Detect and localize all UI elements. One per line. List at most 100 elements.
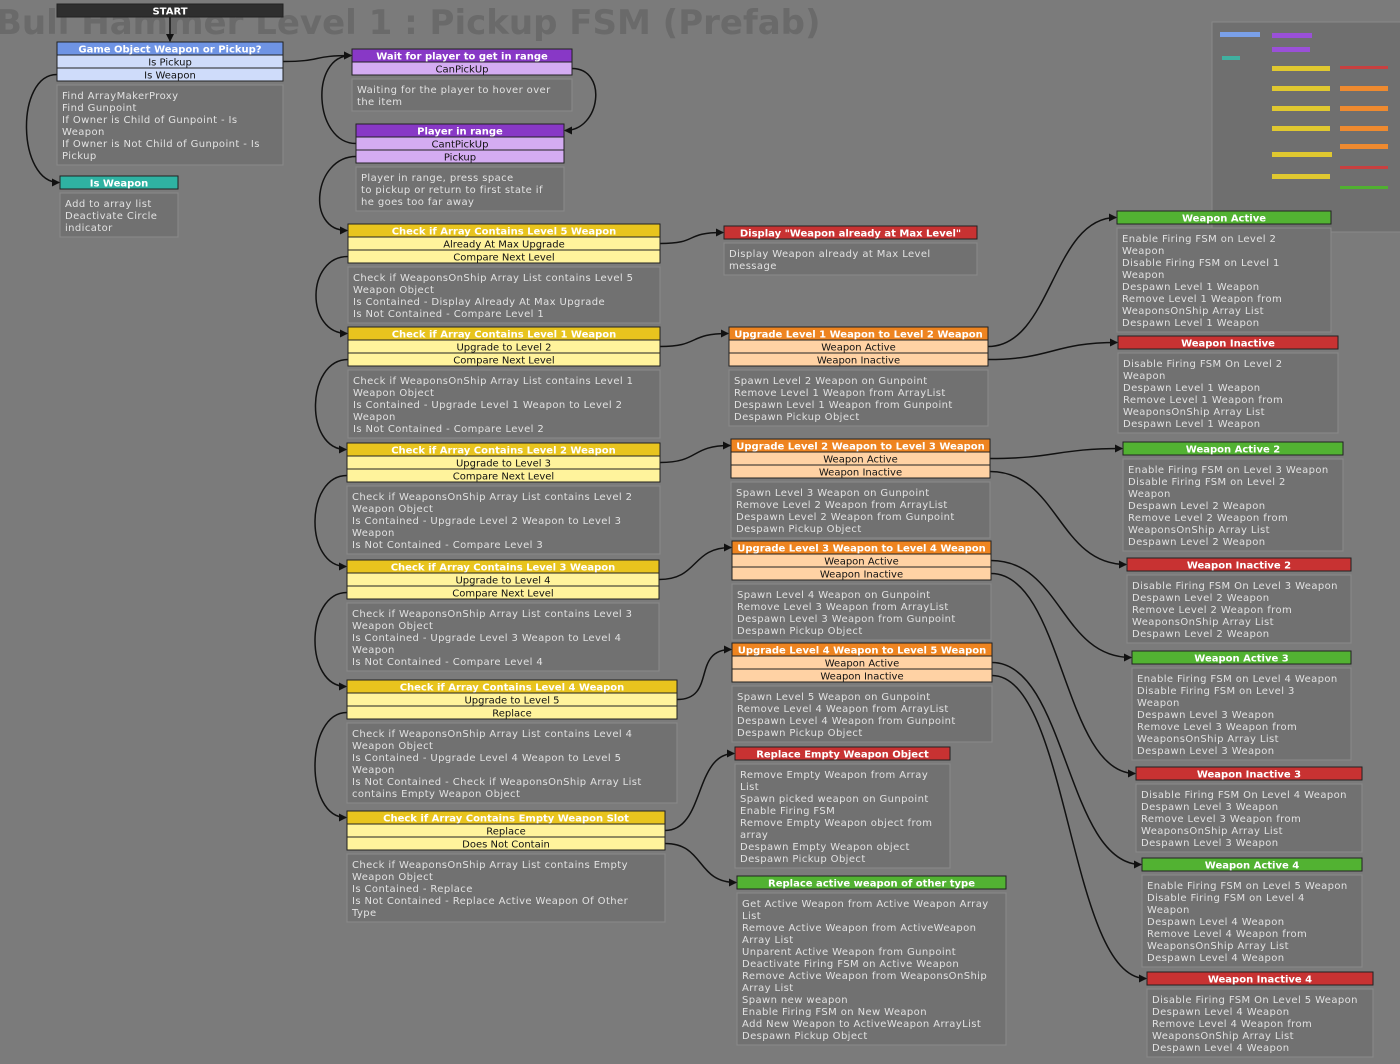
description-line: Weapon	[352, 645, 395, 656]
state-node[interactable]: Check if Array Contains Empty Weapon Slo…	[347, 811, 665, 922]
description-line: Despawn Level 1 Weapon	[1123, 383, 1261, 394]
transition-arrow	[316, 257, 348, 334]
description-line: Is Not Contained - Compare Level 4	[352, 657, 543, 668]
state-node[interactable]: Weapon Active 3Enable Firing FSM on Leve…	[1132, 651, 1351, 760]
description-line: Despawn Level 3 Weapon	[1137, 746, 1275, 757]
state-title: Upgrade Level 4 Weapon to Level 5 Weapon	[738, 646, 986, 657]
event-label: Upgrade to Level 2	[456, 343, 551, 354]
transition-arrow	[659, 548, 731, 580]
state-node[interactable]: START	[57, 4, 283, 18]
description-line: Is Contained - Upgrade Level 1 Weapon to…	[353, 400, 622, 411]
description-line: Type	[351, 908, 377, 919]
description-line: Enable Firing FSM	[740, 806, 835, 817]
description-line: WeaponsOnShip Array List	[1147, 941, 1289, 952]
description-line: Check if WeaponsOnShip Array List contai…	[352, 729, 632, 740]
state-node[interactable]: Weapon InactiveDisable Firing FSM On Lev…	[1118, 336, 1338, 433]
state-node[interactable]: Is WeaponAdd to array listDeactivate Cir…	[60, 176, 178, 237]
state-title: Game Object Weapon or Pickup?	[78, 45, 261, 56]
event-label: Pickup	[444, 153, 476, 164]
state-node[interactable]: Replace active weapon of other type Get A…	[737, 876, 1006, 1045]
event-label: Compare Next Level	[453, 253, 554, 264]
state-node[interactable]: Game Object Weapon or Pickup?Is PickupIs…	[57, 42, 283, 165]
state-node[interactable]: Weapon Inactive 3Disable Firing FSM On L…	[1136, 767, 1362, 852]
state-title: Weapon Active	[1182, 214, 1266, 225]
state-node[interactable]: Weapon Active Enable Firing FSM on Level …	[1117, 211, 1331, 332]
description-line: Weapon Object	[352, 504, 433, 515]
state-title: Is Weapon	[90, 179, 149, 190]
state-title: Display "Weapon already at Max Level"	[740, 229, 961, 240]
description-line: Add to array list	[65, 199, 152, 210]
description-line: Despawn Pickup Object	[736, 524, 862, 535]
description-line: contains Empty Weapon Object	[352, 789, 520, 800]
state-node[interactable]: Weapon Active 4Enable Firing FSM on Leve…	[1142, 858, 1362, 967]
state-title: Upgrade Level 1 Weapon to Level 2 Weapon	[734, 330, 982, 341]
description-line: Despawn Level 2 Weapon	[1132, 593, 1270, 604]
state-node[interactable]: Upgrade Level 3 Weapon to Level 4 Weapon…	[732, 541, 991, 640]
state-node[interactable]: Upgrade Level 1 Weapon to Level 2 Weapon…	[729, 327, 988, 426]
event-label: Is Weapon	[144, 71, 196, 82]
state-node[interactable]: Check if Array Contains Level 5 WeaponAl…	[348, 224, 660, 323]
description-line: Remove Active Weapon from WeaponsOnShip	[742, 971, 987, 982]
state-title: Replace active weapon of other type	[768, 879, 975, 890]
transition-arrow	[26, 75, 59, 183]
description-line: Despawn Pickup Object	[740, 854, 866, 865]
description-line: If Owner is Child of Gunpoint - Is	[62, 115, 238, 126]
description-line: Remove Level 1 Weapon from	[1122, 294, 1282, 305]
state-node[interactable]: Upgrade Level 4 Weapon to Level 5 Weapon…	[732, 643, 992, 742]
event-label: Upgrade to Level 3	[456, 459, 551, 470]
description-line: Despawn Level 4 Weapon from Gunpoint	[737, 716, 956, 727]
transition-arrow	[990, 472, 1126, 565]
description-line: Weapon	[62, 127, 105, 138]
description-line: List	[740, 782, 759, 793]
state-node[interactable]: Wait for player to get in rangeCanPickUp…	[352, 49, 572, 111]
description-line: Is Not Contained - Replace Active Weapon…	[352, 896, 629, 907]
state-node[interactable]: Weapon Inactive 4Disable Firing FSM On L…	[1147, 972, 1373, 1057]
state-node[interactable]: Weapon Inactive 2Disable Firing FSM On L…	[1127, 558, 1351, 643]
description-line: Get Active Weapon from Active Weapon Arr…	[742, 899, 989, 910]
description-line: Check if WeaponsOnShip Array List contai…	[352, 860, 628, 871]
description-line: Is Contained - Upgrade Level 3 Weapon to…	[352, 633, 621, 644]
transition-arrow	[988, 343, 1117, 360]
description-line: Is Not Contained - Compare Level 2	[353, 424, 544, 435]
state-node[interactable]: Check if Array Contains Level 4 Weapon Up…	[347, 680, 677, 803]
description-line: Display Weapon already at Max Level	[729, 249, 931, 260]
state-node[interactable]: Display "Weapon already at Max Level" Dis…	[724, 226, 977, 275]
description-line: Enable Firing FSM on Level 2	[1122, 234, 1276, 245]
description-line: Despawn Pickup Object	[737, 728, 863, 739]
state-node[interactable]: Check if Array Contains Level 2 Weapon Up…	[347, 443, 660, 554]
state-title: Check if Array Contains Level 2 Weapon	[391, 446, 616, 457]
description-line: Check if WeaponsOnShip Array List contai…	[353, 376, 633, 387]
description-line: Weapon	[1137, 698, 1180, 709]
transition-arrow	[320, 157, 356, 231]
state-node[interactable]: Upgrade Level 2 Weapon to Level 3 Weapon…	[731, 439, 990, 538]
description-line: Is Contained - Display Already At Max Up…	[353, 297, 605, 308]
state-node[interactable]: Player in rangeCantPickUpPickupPlayer in…	[356, 124, 564, 211]
state-title: Upgrade Level 3 Weapon to Level 4 Weapon	[737, 544, 985, 555]
description-line: array	[740, 830, 768, 841]
state-title: Check if Array Contains Level 4 Weapon	[400, 683, 625, 694]
event-label: Upgrade to Level 5	[464, 696, 559, 707]
description-line: Is Not Contained - Compare Level 3	[352, 540, 543, 551]
description-line: he goes too far away	[361, 197, 474, 208]
state-node[interactable]: Check if Array Contains Level 3 WeaponUp…	[347, 560, 659, 671]
description-line: Despawn Level 3 Weapon	[1137, 710, 1275, 721]
state-title: Wait for player to get in range	[376, 52, 548, 63]
description-line: Despawn Empty Weapon object	[740, 842, 910, 853]
event-label: Compare Next Level	[452, 589, 553, 600]
state-node[interactable]: Weapon Active 2Enable Firing FSM on Leve…	[1123, 442, 1343, 551]
event-label: Upgrade to Level 4	[455, 576, 550, 587]
event-label: Weapon Active	[823, 455, 898, 466]
state-node[interactable]: Check if Array Contains Level 1 WeaponUp…	[348, 327, 660, 438]
transition-arrow	[660, 334, 728, 347]
description-line: Despawn Level 1 Weapon	[1122, 318, 1260, 329]
state-node[interactable]: Replace Empty Weapon ObjectRemove Empty …	[735, 747, 950, 868]
description-line: Weapon Object	[352, 872, 433, 883]
event-label: Weapon Inactive	[820, 570, 903, 581]
description-line: Despawn Level 3 Weapon	[1141, 802, 1279, 813]
description-line: List	[742, 911, 761, 922]
event-label: Weapon Inactive	[819, 468, 902, 479]
description-line: Spawn Level 4 Weapon on Gunpoint	[737, 590, 931, 601]
description-line: Weapon	[1128, 489, 1171, 500]
transition-arrow	[315, 476, 347, 567]
